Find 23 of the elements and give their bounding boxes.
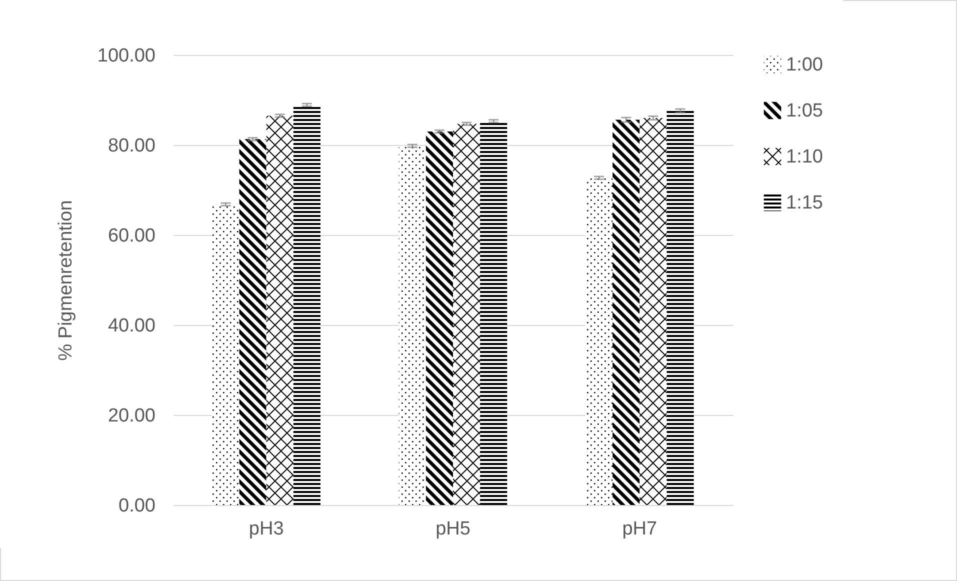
- bar: [612, 120, 640, 505]
- bar: [586, 178, 613, 505]
- bar: [212, 204, 240, 505]
- y-tick-label: 20.00: [108, 406, 156, 426]
- legend-label: 1:10: [786, 146, 823, 168]
- y-tick-label: 60.00: [108, 226, 156, 246]
- x-tick-label: pH7: [622, 518, 658, 540]
- legend-label: 1:00: [786, 54, 823, 76]
- y-axis-title: % Pigmenretention: [55, 200, 76, 361]
- bar: [480, 121, 508, 505]
- bar: [239, 139, 266, 505]
- y-tick-label: 80.00: [108, 136, 156, 156]
- bar: [666, 110, 694, 505]
- x-tick-label: pH3: [248, 518, 284, 540]
- x-tick-label: pH5: [436, 518, 470, 540]
- y-tick-label: 40.00: [108, 316, 156, 336]
- bar: [453, 124, 480, 505]
- y-tick-label: 0.00: [118, 496, 156, 516]
- legend-label: 1:15: [786, 192, 823, 214]
- y-tick-label: 100.00: [97, 46, 156, 66]
- legend-label: 1:05: [786, 100, 823, 122]
- bar: [640, 118, 667, 505]
- bar: [266, 116, 294, 505]
